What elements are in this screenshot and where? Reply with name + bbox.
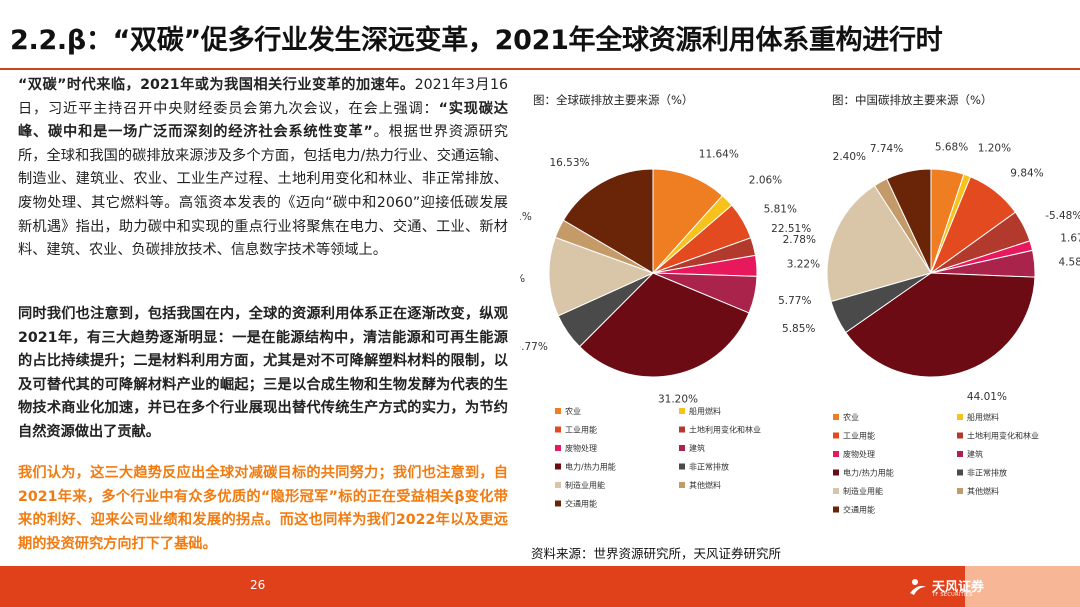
legend-swatch <box>833 469 839 476</box>
legend-swatch <box>957 488 963 494</box>
slice-label: 16.53% <box>549 157 589 169</box>
legend-label: 废物处理 <box>843 449 875 459</box>
slice-label: 12.32% <box>520 273 525 285</box>
slice-label: 44.01% <box>967 391 1007 403</box>
intro-paragraph: “双碳”时代来临，2021年或为我国相关行业变革的加速年。2021年3月16日，… <box>18 74 508 263</box>
slice-label: 5.68% <box>935 142 968 154</box>
legend-label: 工业用能 <box>565 425 597 435</box>
logo-mark-icon <box>910 579 926 595</box>
legend-swatch <box>555 463 561 470</box>
slice-label: 5.81% <box>764 204 797 216</box>
slice-label: 2.91% <box>520 211 532 223</box>
slice-label: 3.22% <box>787 259 820 271</box>
legend-label: 非正常排放 <box>689 462 729 472</box>
legend-swatch <box>679 445 685 451</box>
pie-slice <box>548 236 655 317</box>
slice-label: 5.77% <box>520 341 548 353</box>
footer-bar <box>0 566 1080 607</box>
legend-label: 建筑 <box>967 449 983 459</box>
pie-slice <box>578 272 750 378</box>
legend-swatch <box>957 432 963 439</box>
legend-swatch <box>555 445 561 451</box>
logo-subtitle: TF SECURITIES <box>932 592 973 598</box>
legend-label: 非正常排放 <box>967 468 1007 478</box>
slice-label: 7.74% <box>870 143 903 155</box>
company-logo: 天风证券 TF SECURITIES <box>908 575 988 603</box>
legend-swatch <box>833 432 839 439</box>
legend-swatch <box>833 451 839 457</box>
legend-swatch <box>957 469 963 476</box>
intro-lead: “双碳”时代来临，2021年或为我国相关行业变革的加速年。 <box>18 77 415 93</box>
logo-name: 天风证券 <box>932 580 985 595</box>
legend-swatch <box>555 500 561 507</box>
legend-label: 建筑 <box>689 443 705 453</box>
legend-swatch <box>957 451 963 457</box>
legend-swatch <box>555 426 561 433</box>
legend-label: 农业 <box>843 412 859 422</box>
page-title: 2.2.β：“双碳”促多行业发生深远变革，2021年全球资源利用体系重构进行时 <box>10 25 943 56</box>
slice-label: 1.20% <box>978 142 1011 154</box>
charts-area: 图：全球碳排放主要来源（%） 11.64% 2.06% 5.81% 2.78% 3.22%… <box>520 80 1080 580</box>
legend-label: 土地利用变化和林业 <box>967 431 1039 441</box>
conclusion-paragraph: 我们认为，这三大趋势反应出全球对减碳目标的共同努力；我们也注意到，自2021年来… <box>18 465 508 552</box>
page-number: 26 <box>250 578 266 592</box>
legend-label: 交通用能 <box>565 499 597 509</box>
legend-swatch <box>555 408 561 414</box>
legend-swatch <box>957 414 963 420</box>
legend-label: 制造业用能 <box>843 486 883 496</box>
slice-label: 2.78% <box>783 234 816 246</box>
slice-label: 1.67% <box>1060 233 1080 245</box>
slice-label: 9.84% <box>1010 168 1043 180</box>
legend-swatch <box>679 408 685 414</box>
slice-label: 31.20% <box>658 394 698 406</box>
legend-label: 其他燃料 <box>967 486 999 496</box>
trend-paragraph: 同时我们也注意到，包括我国在内，全球的资源利用体系正在逐渐改变，纵观2021年，… <box>18 306 508 440</box>
title-divider <box>0 68 1080 70</box>
pie-chart-1: 图：全球碳排放主要来源（%） 11.64% 2.06% 5.81% 2.78% 3.22%… <box>520 93 820 509</box>
slice-label: -5.48% <box>1045 210 1080 222</box>
slice-label: 2.06% <box>749 174 782 186</box>
legend-swatch <box>833 506 839 513</box>
legend-label: 交通用能 <box>843 505 875 515</box>
pie-slice <box>826 184 932 303</box>
legend-label: 电力/热力用能 <box>565 462 616 472</box>
legend-label: 工业用能 <box>843 431 875 441</box>
legend-swatch <box>833 488 839 494</box>
legend-label: 其他燃料 <box>689 480 721 490</box>
pie-slice <box>886 168 932 274</box>
pie-charts-svg: 图：全球碳排放主要来源（%） 11.64% 2.06% 5.81% 2.78% 3.22%… <box>520 93 1080 515</box>
legend-label: 制造业用能 <box>565 480 605 490</box>
slice-label: 4.58% <box>1059 257 1080 269</box>
pie-slice <box>562 168 654 274</box>
slice-label: 22.51% <box>771 223 811 235</box>
slice-label: 5.77% <box>778 295 811 307</box>
pie-chart-2: 图：中国碳排放主要来源（%） 5.68% 1.20% 9.84% -5.48% 1.67%… <box>771 93 1080 515</box>
intro-rest: 。根据世界资源研究所，全球和我国的碳排放来源涉及多个方面，包括电力/热力行业、交… <box>18 124 508 259</box>
slice-label: 11.64% <box>699 149 739 161</box>
intro-quote: “实现碳达峰、碳中和是一场广泛而深刻的经济社会系统性变革” <box>18 100 508 141</box>
slice-label: 2.40% <box>833 151 866 163</box>
slice-label: 5.85% <box>782 323 815 335</box>
source-note: 资料来源：世界资源研究所，天风证券研究所 <box>531 546 782 561</box>
pie-slice <box>652 168 724 275</box>
legend-label: 废物处理 <box>565 443 597 453</box>
legend-swatch <box>679 463 685 470</box>
footer-accent-block <box>965 566 1080 607</box>
legend-swatch <box>679 482 685 488</box>
legend-swatch <box>679 426 685 433</box>
legend-label: 农业 <box>565 406 581 416</box>
legend-label: 船用燃料 <box>689 406 721 416</box>
legend-label: 电力/热力用能 <box>843 468 894 478</box>
legend-label: 船用燃料 <box>967 412 999 422</box>
chart-title: 图：全球碳排放主要来源（%） <box>533 93 693 107</box>
intro-mid: 2021年3月16日，习近平主持召开中央财经委员会第九次会议，在会上强调： <box>18 77 509 117</box>
chart-title: 图：中国碳排放主要来源（%） <box>832 93 992 107</box>
legend-label: 土地利用变化和林业 <box>689 425 761 435</box>
legend-swatch <box>833 414 839 420</box>
pie-slice <box>845 272 1036 378</box>
legend-swatch <box>555 482 561 488</box>
